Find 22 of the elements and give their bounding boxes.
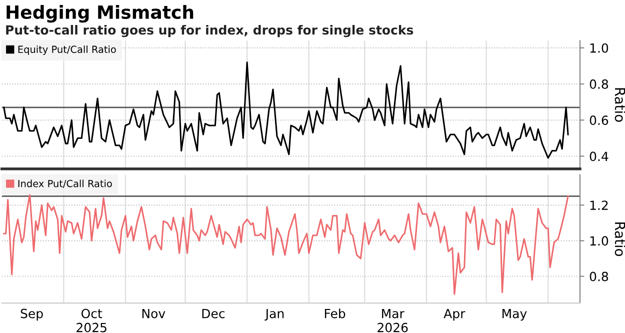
x-tick-label: Mar 2026 [378,308,408,332]
x-tick-label: Jan [264,308,284,321]
x-tick-label: Feb [324,308,346,318]
chart-title: Hedging Mismatch [6,4,194,23]
x-tick-label: May [502,308,527,321]
y-tick-label: 1.2 [590,200,608,210]
y-tick-label: 0.8 [590,272,608,282]
y-tick-label: 0.4 [590,152,608,162]
y-tick-label: 1.0 [590,43,608,53]
y-tick-label: 1.0 [590,236,608,246]
line-series [3,62,569,159]
x-tick-label: Apr [444,308,466,321]
y-tick-label: 0.8 [590,79,608,89]
line-series [3,194,569,295]
legend-label: Equity Put/Call Ratio [18,45,116,55]
x-tick-label: Dec [202,308,225,318]
x-tick-label: Sep [20,308,43,321]
legend-label: Index Put/Call Ratio [18,180,112,188]
x-tick-label: Oct 2025 [76,308,106,332]
chart-subtitle: Put-to-call ratio goes up for index, drops for single stocks [6,24,414,38]
y-tick-label: 0.6 [590,116,608,126]
x-tick-label: Nov [142,308,166,318]
